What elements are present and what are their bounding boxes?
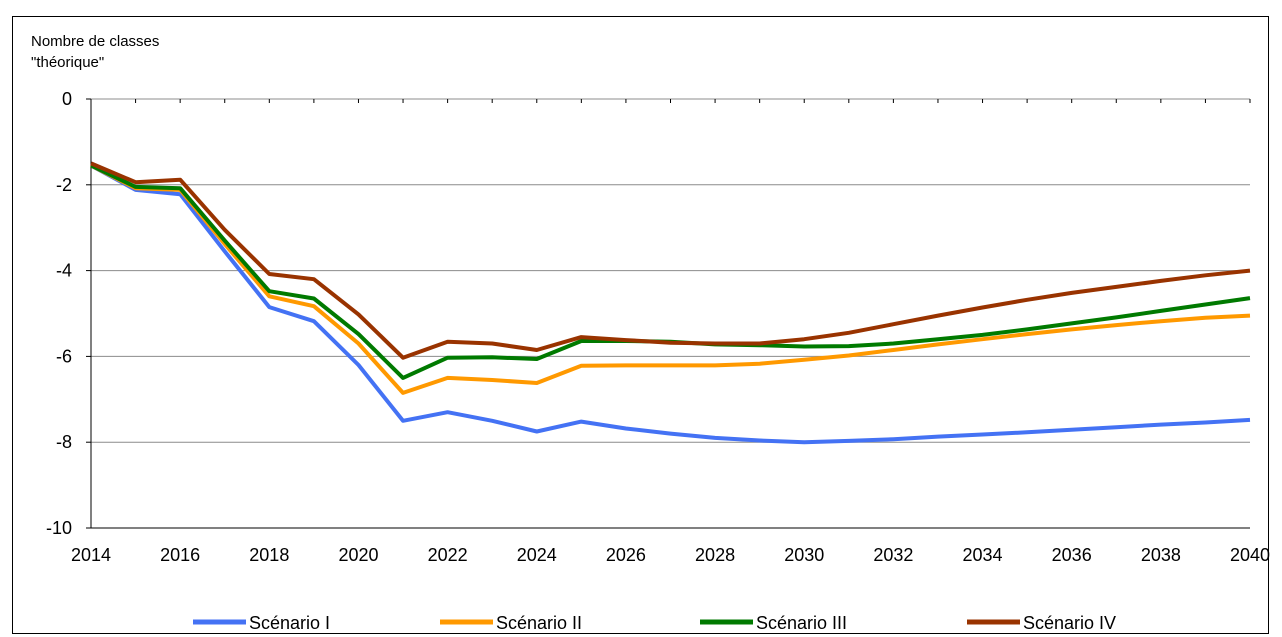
- legend: Scénario I Scénario II Scénario III Scénari…: [193, 613, 1116, 633]
- x-tick-label: 2018: [249, 545, 289, 565]
- x-tick-label: 2028: [695, 545, 735, 565]
- chart-frame: [12, 16, 1269, 634]
- series-line-sc-nario-i: [90, 163, 1251, 445]
- series-line-sc-nario-iv: [90, 161, 1251, 360]
- series-lines: [90, 161, 1251, 445]
- legend-label: Scénario I: [249, 613, 330, 633]
- y-tick-label: 0: [62, 89, 72, 109]
- legend-label: Scénario III: [756, 613, 847, 633]
- x-tick-label: 2032: [873, 545, 913, 565]
- series-line-sc-nario-ii: [90, 163, 1251, 395]
- x-tick-label: 2034: [963, 545, 1003, 565]
- x-tick-label: 2022: [428, 545, 468, 565]
- x-tick-label: 2036: [1052, 545, 1092, 565]
- y-axis-label-line-2: "théorique": [31, 54, 105, 71]
- x-tick-label: 2016: [160, 545, 200, 565]
- y-tick-label: -8: [56, 432, 72, 452]
- x-tick-label: 2014: [71, 545, 111, 565]
- x-tick-label: 2024: [517, 545, 557, 565]
- y-axis-label-line-1: Nombre de classes: [31, 33, 160, 50]
- y-tick-label: -6: [56, 346, 72, 366]
- y-tick-label: -4: [56, 261, 72, 281]
- x-tick-label: 2040: [1230, 545, 1270, 565]
- y-tick-label: -10: [46, 518, 72, 538]
- axes: [86, 98, 1251, 529]
- x-tick-label: 2026: [606, 545, 646, 565]
- y-tick-label: -2: [56, 175, 72, 195]
- x-tick-label: 2038: [1141, 545, 1181, 565]
- legend-label: Scénario IV: [1023, 613, 1116, 633]
- x-tick-labels: 2014 2016 2018 2020 2022 2024 2026 2028 2030 2032…: [71, 545, 1270, 565]
- legend-label: Scénario II: [496, 613, 582, 633]
- x-tick-label: 2020: [338, 545, 378, 565]
- x-tick-label: 2030: [784, 545, 824, 565]
- y-tick-labels: 0 -2 -4 -6 -8 -10: [46, 89, 72, 538]
